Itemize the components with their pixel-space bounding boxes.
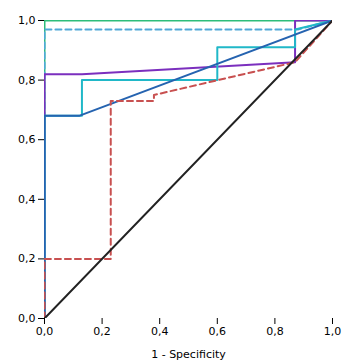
svg-text:0,6: 0,6 — [18, 133, 36, 146]
svg-text:0,8: 0,8 — [266, 325, 284, 338]
svg-text:0,0: 0,0 — [36, 325, 54, 338]
svg-text:0,6: 0,6 — [209, 325, 227, 338]
svg-text:0,4: 0,4 — [18, 193, 36, 206]
svg-text:1,0: 1,0 — [18, 14, 36, 27]
svg-text:0,0: 0,0 — [18, 312, 36, 325]
svg-text:0,2: 0,2 — [18, 252, 36, 265]
svg-text:1 - Specificity: 1 - Specificity — [151, 348, 226, 360]
svg-text:0,2: 0,2 — [93, 325, 111, 338]
svg-text:0,4: 0,4 — [151, 325, 169, 338]
svg-text:1,0: 1,0 — [324, 325, 342, 338]
svg-text:0,8: 0,8 — [18, 74, 36, 87]
